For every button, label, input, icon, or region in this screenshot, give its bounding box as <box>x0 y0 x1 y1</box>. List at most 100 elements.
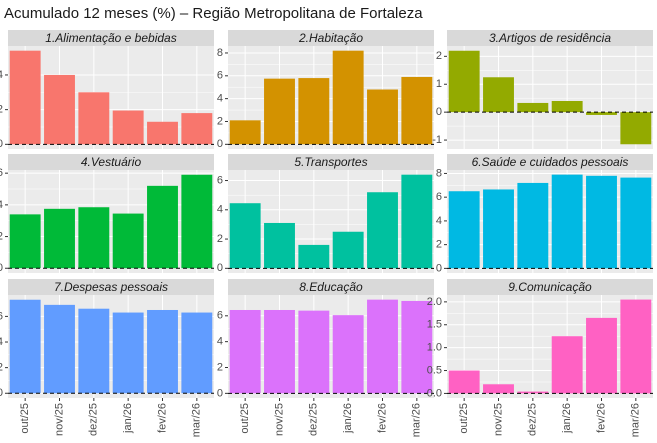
bar <box>44 208 75 269</box>
bar <box>9 214 41 269</box>
x-tick-label: jan/26 <box>342 403 354 434</box>
bar <box>181 174 213 269</box>
bar <box>483 189 514 269</box>
x-tick-label: nov/25 <box>492 403 504 436</box>
bar <box>229 203 261 269</box>
y-tick-label: 2.0 <box>427 296 442 308</box>
panel-background <box>8 295 214 398</box>
y-tick-label: 4 <box>217 93 223 105</box>
bar <box>78 92 110 145</box>
bar <box>517 391 549 394</box>
strip-background <box>8 279 214 295</box>
y-tick-label: 4 <box>0 336 3 348</box>
x-tick-label: fev/26 <box>376 403 388 433</box>
y-tick-label: 2 <box>436 239 442 251</box>
bar <box>401 174 433 269</box>
y-tick-label: 2 <box>0 230 3 242</box>
x-tick-label: mar/26 <box>411 403 423 437</box>
strip-background <box>447 154 653 170</box>
bar <box>401 76 433 145</box>
x-tick-label: dez/25 <box>88 403 100 436</box>
y-tick-label: 1.5 <box>427 319 442 331</box>
x-tick-label: fev/26 <box>156 403 168 433</box>
bar <box>229 309 261 394</box>
bar <box>9 299 41 394</box>
x-tick-label: mar/26 <box>630 403 642 437</box>
bar <box>298 310 330 394</box>
bar <box>147 309 178 394</box>
bar <box>44 74 75 145</box>
bar <box>620 112 652 145</box>
panel-background <box>8 46 214 149</box>
x-tick-label: nov/25 <box>53 403 65 436</box>
bar <box>517 102 549 113</box>
chart-title: Acumulado 12 meses (%) – Região Metropol… <box>4 5 423 22</box>
x-tick-label: jan/26 <box>122 403 134 434</box>
panel-title: 5.Transportes <box>294 155 367 169</box>
bar <box>147 121 178 145</box>
y-tick-label: 6 <box>0 167 3 179</box>
y-tick-label: 0 <box>436 262 442 274</box>
y-tick-label: 4 <box>0 199 3 211</box>
bar <box>483 77 514 113</box>
bar <box>551 174 583 269</box>
panel-title: 6.Saúde e cuidados pessoais <box>472 155 629 169</box>
bar <box>401 300 433 394</box>
y-tick-label: 2 <box>0 362 3 374</box>
strip-background <box>228 30 434 46</box>
bar <box>78 308 110 394</box>
x-tick-label: jan/26 <box>561 403 573 434</box>
panel-background <box>8 170 214 273</box>
bar <box>620 299 652 394</box>
x-tick-label: dez/25 <box>527 403 539 436</box>
strip-background <box>228 279 434 295</box>
panel-title: 8.Educação <box>299 280 363 294</box>
bar <box>9 50 41 145</box>
y-tick-label: 0 <box>0 262 3 274</box>
bar <box>332 231 364 269</box>
y-tick-label: 0 <box>217 138 223 150</box>
strip-background <box>228 154 434 170</box>
bar <box>229 120 261 145</box>
bar <box>332 315 364 394</box>
y-tick-label: 0 <box>436 106 442 118</box>
strip-background <box>447 30 653 46</box>
strip-background <box>8 30 214 46</box>
y-tick-label: 2 <box>436 50 442 62</box>
bar <box>586 112 617 115</box>
y-tick-label: 6 <box>217 310 223 322</box>
y-tick-label: 0.5 <box>427 364 442 376</box>
x-tick-label: out/25 <box>239 403 251 434</box>
y-tick-label: 6 <box>436 191 442 203</box>
bar <box>332 50 364 145</box>
y-tick-label: 2 <box>217 361 223 373</box>
y-tick-label: 0 <box>0 138 3 150</box>
x-tick-label: nov/25 <box>273 403 285 436</box>
bar <box>620 177 652 269</box>
y-tick-label: 6 <box>0 310 3 322</box>
bar <box>264 222 295 269</box>
x-tick-label: out/25 <box>19 403 31 434</box>
panel-background <box>447 170 653 273</box>
y-tick-label: 0 <box>217 387 223 399</box>
bar <box>112 312 144 394</box>
bar <box>551 100 583 113</box>
y-tick-label: 0.0 <box>427 387 442 399</box>
bar <box>517 182 549 269</box>
panel-title: 9.Comunicação <box>508 280 592 294</box>
bar <box>112 110 144 145</box>
bar <box>264 78 295 145</box>
y-tick-label: 2 <box>217 115 223 127</box>
panel-background <box>447 295 653 398</box>
y-tick-label: 6 <box>217 70 223 82</box>
panel-background <box>228 295 434 398</box>
bar <box>367 299 398 394</box>
y-tick-label: 1 <box>436 78 442 90</box>
y-tick-label: 2 <box>0 104 3 116</box>
y-tick-label: 6 <box>217 174 223 186</box>
y-tick-label: 0 <box>217 262 223 274</box>
bar <box>112 213 144 269</box>
bar <box>298 78 330 145</box>
